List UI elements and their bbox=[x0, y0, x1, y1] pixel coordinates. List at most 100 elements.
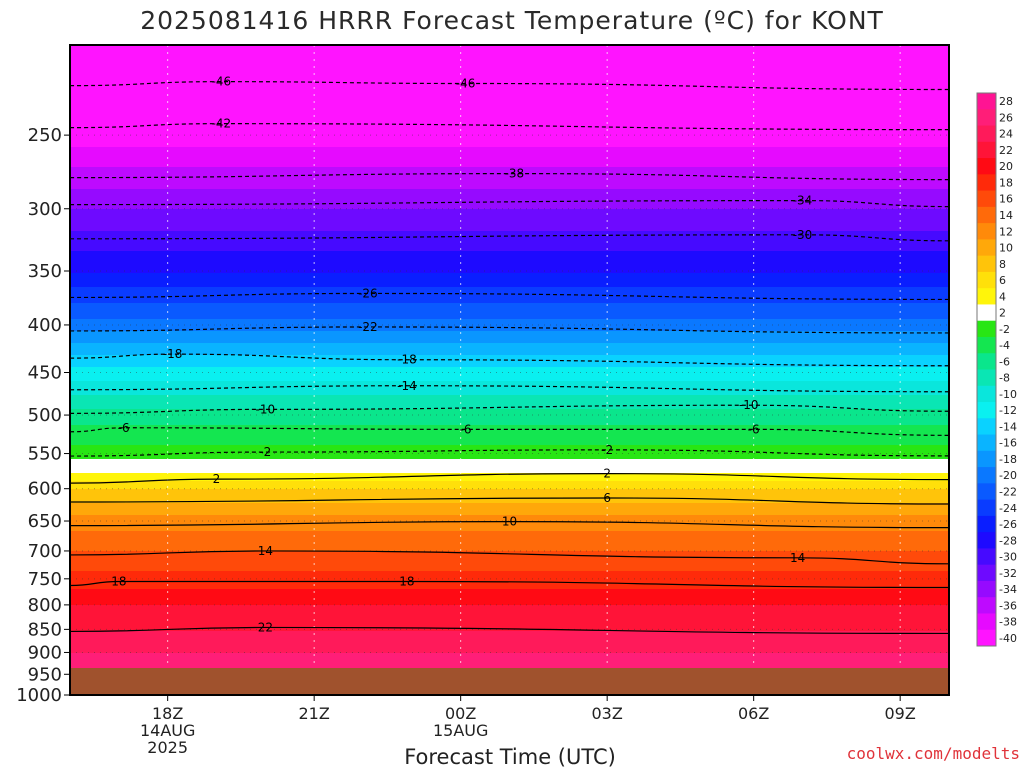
colorbar-label: -20 bbox=[999, 469, 1017, 482]
colorbar-swatch bbox=[977, 321, 996, 338]
y-tick-label: 650 bbox=[28, 511, 62, 532]
colorbar-swatch bbox=[977, 109, 996, 126]
colorbar-label: -24 bbox=[999, 502, 1017, 515]
colorbar-label: -36 bbox=[999, 599, 1017, 612]
colorbar-swatch bbox=[977, 223, 996, 240]
y-tick-label: 750 bbox=[28, 569, 62, 590]
colorbar-label: -28 bbox=[999, 534, 1017, 547]
colorbar-swatch bbox=[977, 93, 996, 110]
x-tick-label: 06Z bbox=[738, 704, 769, 723]
colorbar-swatch bbox=[977, 239, 996, 256]
colorbar-swatch bbox=[977, 483, 996, 500]
colorbar-swatch bbox=[977, 402, 996, 419]
colorbar-label: 12 bbox=[999, 225, 1013, 238]
contour-label: -42 bbox=[212, 117, 232, 131]
colorbar-swatch bbox=[977, 304, 996, 321]
y-tick-label: 700 bbox=[28, 541, 62, 562]
colorbar-swatch bbox=[977, 500, 996, 517]
x-tick-label: 15AUG bbox=[433, 721, 488, 740]
contour-label: 2 bbox=[213, 472, 221, 486]
contour-label: -6 bbox=[118, 421, 130, 435]
colorbar-swatch bbox=[977, 435, 996, 452]
y-tick-label: 300 bbox=[28, 199, 62, 220]
colorbar-label: -12 bbox=[999, 404, 1017, 417]
contour-label: -46 bbox=[212, 75, 232, 89]
colorbar-swatch bbox=[977, 272, 996, 289]
x-tick-label: 09Z bbox=[885, 704, 916, 723]
colorbar-swatch bbox=[977, 191, 996, 208]
colorbar-label: -4 bbox=[999, 339, 1010, 352]
colorbar-label: -38 bbox=[999, 616, 1017, 629]
x-tick-label: 21Z bbox=[299, 704, 330, 723]
colorbar-swatch bbox=[977, 158, 996, 175]
contour-label: 14 bbox=[790, 551, 805, 565]
colorbar-label: -14 bbox=[999, 420, 1017, 433]
y-tick-label: 950 bbox=[28, 664, 62, 685]
contour-label: -6 bbox=[460, 422, 472, 436]
colorbar-swatch bbox=[977, 126, 996, 143]
colorbar-swatch bbox=[977, 353, 996, 370]
colorbar-swatch bbox=[977, 142, 996, 159]
contour-label: -2 bbox=[601, 443, 613, 457]
colorbar-label: -16 bbox=[999, 437, 1017, 450]
colorbar-label: -40 bbox=[999, 632, 1017, 645]
contour-label: -18 bbox=[163, 347, 183, 361]
y-tick-label: 550 bbox=[28, 444, 62, 465]
colorbar-swatch bbox=[977, 581, 996, 598]
y-tick-label: 1000 bbox=[16, 685, 62, 706]
colorbar-label: 16 bbox=[999, 193, 1013, 206]
colorbar-label: 2 bbox=[999, 307, 1006, 320]
contour-label: -38 bbox=[505, 167, 525, 181]
colorbar-swatch bbox=[977, 467, 996, 484]
colorbar-label: 10 bbox=[999, 242, 1013, 255]
colorbar-label: -8 bbox=[999, 372, 1010, 385]
y-tick-label: 400 bbox=[28, 315, 62, 336]
contour-label: -30 bbox=[793, 228, 813, 242]
colorbar-label: 24 bbox=[999, 128, 1013, 141]
contour-label: 18 bbox=[111, 574, 126, 588]
contour-label: -14 bbox=[397, 379, 417, 393]
colorbar-swatch bbox=[977, 288, 996, 305]
contour-label: 22 bbox=[258, 620, 273, 634]
colorbar: 28 26 24 22 20 18 16 14 12 10 8 6 4 2 -2 -4 -6 -8 -10 -12 -1… bbox=[977, 93, 1017, 647]
colorbar-swatch bbox=[977, 565, 996, 582]
y-tick-label: 250 bbox=[28, 125, 62, 146]
colorbar-swatch bbox=[977, 451, 996, 468]
contour-label: 10 bbox=[502, 515, 517, 529]
colorbar-label: -18 bbox=[999, 453, 1017, 466]
contour-label: 2 bbox=[603, 467, 611, 481]
contour-label: -10 bbox=[739, 398, 759, 412]
colorbar-label: 18 bbox=[999, 176, 1013, 189]
contour-label: 18 bbox=[399, 574, 414, 588]
colorbar-label: 20 bbox=[999, 160, 1013, 173]
contour-label: -18 bbox=[397, 353, 417, 367]
colorbar-label: 28 bbox=[999, 95, 1013, 108]
y-tick-label: 600 bbox=[28, 479, 62, 500]
source-credit: coolwx.com/modelts bbox=[780, 744, 1020, 763]
colorbar-swatch bbox=[977, 386, 996, 403]
y-tick-label: 800 bbox=[28, 595, 62, 616]
contour-label: 14 bbox=[258, 544, 273, 558]
x-axis-label: Forecast Time (UTC) bbox=[300, 745, 720, 769]
contour-label: -34 bbox=[793, 194, 813, 208]
colorbar-label: -6 bbox=[999, 355, 1010, 368]
y-tick-label: 900 bbox=[28, 642, 62, 663]
plot-area: 26221818141410622-2-2-6-6-6-10-10-14-18-… bbox=[70, 45, 949, 695]
colorbar-label: 6 bbox=[999, 274, 1006, 287]
colorbar-swatch bbox=[977, 418, 996, 435]
colorbar-label: 22 bbox=[999, 144, 1013, 157]
contour-label: 6 bbox=[603, 491, 611, 505]
colorbar-swatch bbox=[977, 630, 996, 647]
colorbar-swatch bbox=[977, 207, 996, 224]
colorbar-swatch bbox=[977, 337, 996, 354]
contour-label: -2 bbox=[259, 445, 271, 459]
colorbar-swatch bbox=[977, 532, 996, 549]
colorbar-swatch bbox=[977, 613, 996, 630]
colorbar-label: -10 bbox=[999, 388, 1017, 401]
colorbar-label: 14 bbox=[999, 209, 1013, 222]
contour-label: -26 bbox=[358, 286, 378, 300]
y-tick-label: 850 bbox=[28, 619, 62, 640]
x-tick-label: 03Z bbox=[592, 704, 623, 723]
contour-label: -46 bbox=[456, 76, 476, 90]
